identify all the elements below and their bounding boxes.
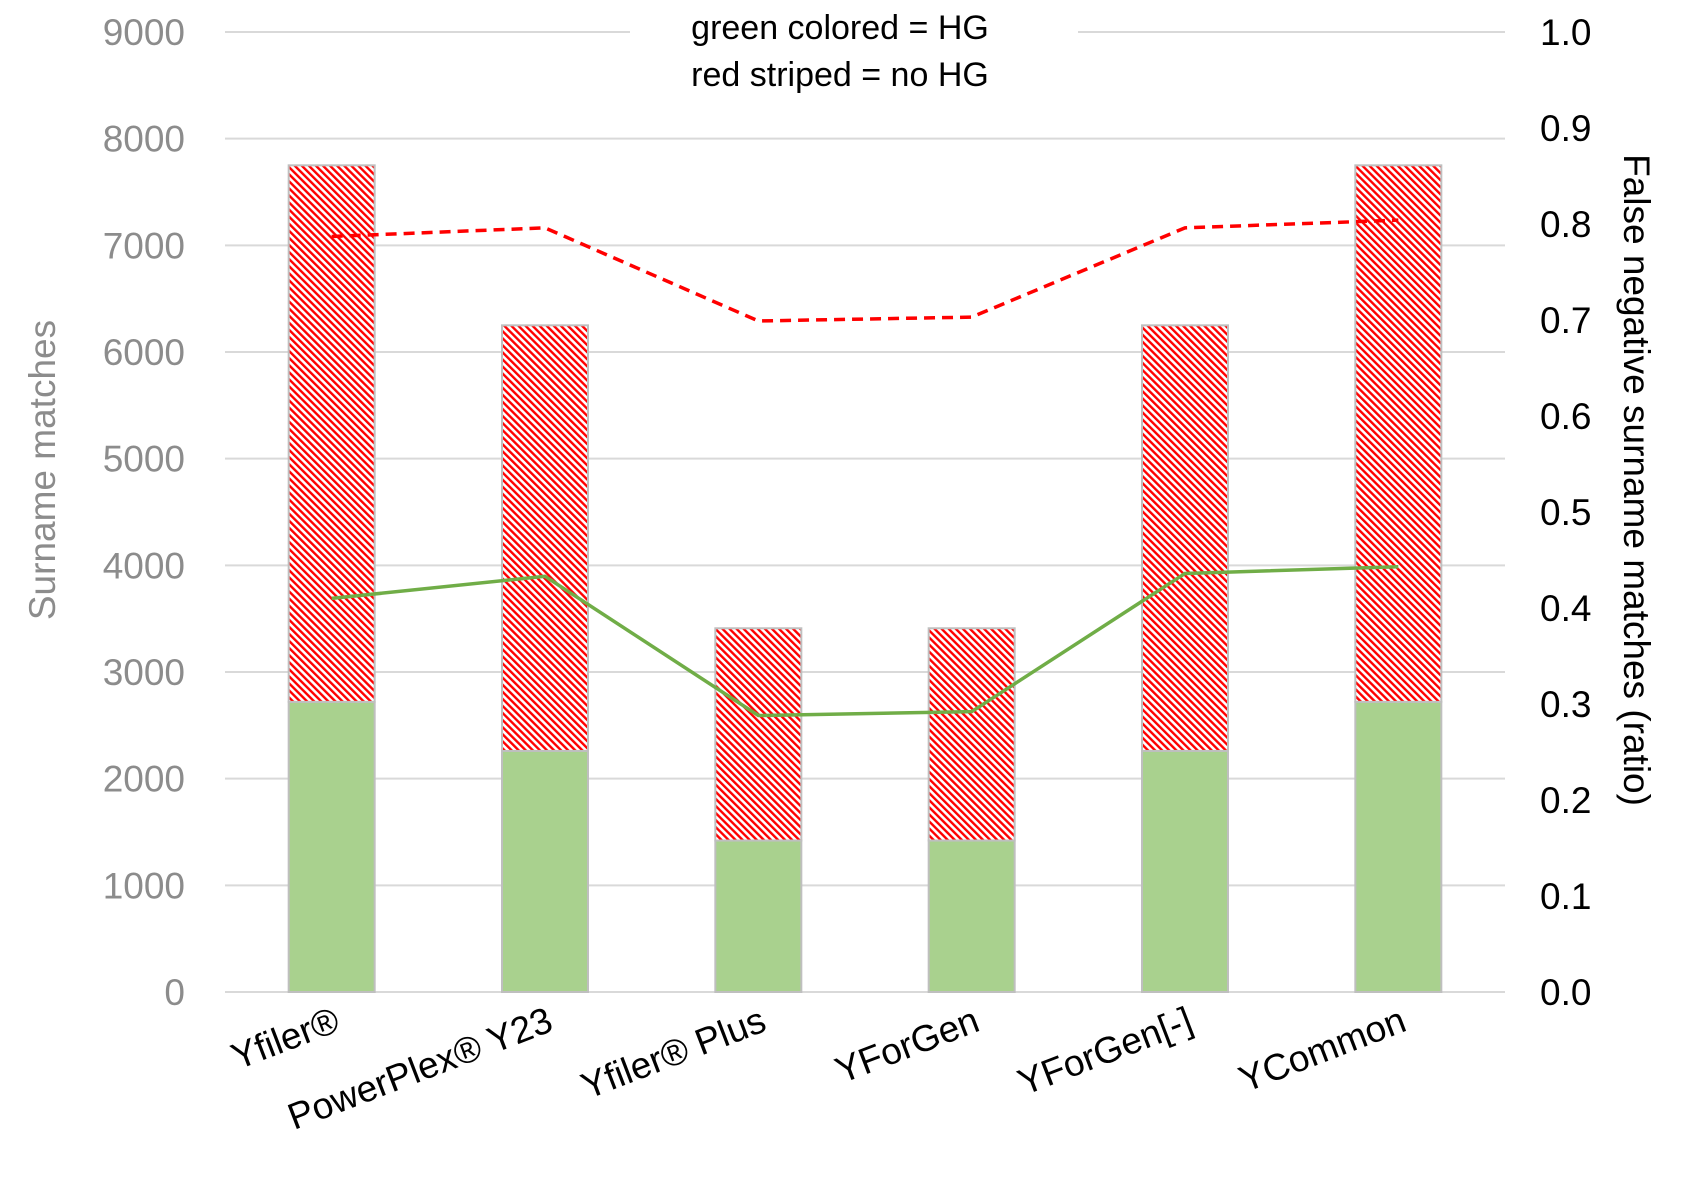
legend: green colored = HG red striped = no HG: [630, 2, 1078, 100]
left-tick-label: 4000: [103, 545, 185, 586]
left-tick-label: 5000: [103, 439, 185, 480]
right-tick-label: 0.6: [1540, 396, 1591, 437]
bar-no-hg: [1354, 164, 1443, 703]
right-tick-label: 0.2: [1540, 780, 1591, 821]
legend-background: [630, 2, 1078, 100]
right-axis-ticks: 0.0 0.1 0.2 0.3 0.4 0.5 0.6 0.7 0.8 0.9 1.0: [1540, 12, 1591, 1013]
right-tick-label: 0.1: [1540, 876, 1591, 917]
left-tick-label: 3000: [103, 652, 185, 693]
bar-no-hg: [927, 627, 1016, 842]
right-tick-label: 0.8: [1540, 204, 1591, 245]
right-axis-title: False negative surname matches (ratio): [1616, 154, 1657, 806]
bar-hg: [1354, 700, 1443, 993]
legend-line-no-hg: red striped = no HG: [691, 56, 989, 94]
category-label: Yfiler®: [226, 999, 345, 1077]
right-tick-label: 0.7: [1540, 300, 1591, 341]
right-tick-label: 0.3: [1540, 684, 1591, 725]
left-tick-label: 6000: [103, 332, 185, 373]
line-no-hg-ratio: [331, 218, 1399, 323]
left-tick-label: 8000: [103, 119, 185, 160]
left-tick-label: 9000: [103, 12, 185, 53]
category-label: YForGen: [830, 999, 985, 1091]
right-tick-label: 0.9: [1540, 108, 1591, 149]
bar-group: [287, 164, 1443, 994]
right-tick-label: 0.5: [1540, 492, 1591, 533]
bar-no-hg: [501, 324, 589, 752]
left-axis-ticks: 0 1000 2000 3000 4000 5000 6000 7000 8000 9000: [103, 12, 185, 1013]
left-axis-title: Surname matches: [22, 320, 63, 620]
bar-hg: [714, 839, 803, 993]
right-tick-label: 0.0: [1540, 972, 1591, 1013]
bar-hg: [927, 839, 1016, 993]
grid-lines: [225, 31, 1505, 993]
bar-no-hg: [714, 627, 803, 842]
category-label: Yfiler® Plus: [576, 999, 772, 1107]
left-tick-label: 2000: [103, 759, 185, 800]
bar-no-hg: [1141, 324, 1229, 752]
bar-hg: [287, 700, 376, 993]
category-label: YForGen[-]: [1012, 999, 1198, 1103]
left-tick-label: 1000: [103, 865, 185, 906]
right-tick-label: 0.4: [1540, 588, 1591, 629]
left-tick-label: 7000: [103, 225, 185, 266]
line-hg-ratio: [331, 564, 1399, 718]
legend-line-hg: green colored = HG: [691, 9, 989, 47]
category-label: YCommon: [1233, 999, 1411, 1100]
line-group: [331, 218, 1399, 718]
bar-no-hg: [287, 164, 376, 703]
bar-hg: [1141, 749, 1229, 994]
bar-hg: [501, 749, 589, 994]
category-axis-labels: Yfiler®PowerPlex® Y23 Yfiler® Plus YForGen…: [226, 999, 1412, 1137]
right-tick-label: 1.0: [1540, 12, 1591, 53]
left-tick-label: 0: [164, 972, 185, 1013]
